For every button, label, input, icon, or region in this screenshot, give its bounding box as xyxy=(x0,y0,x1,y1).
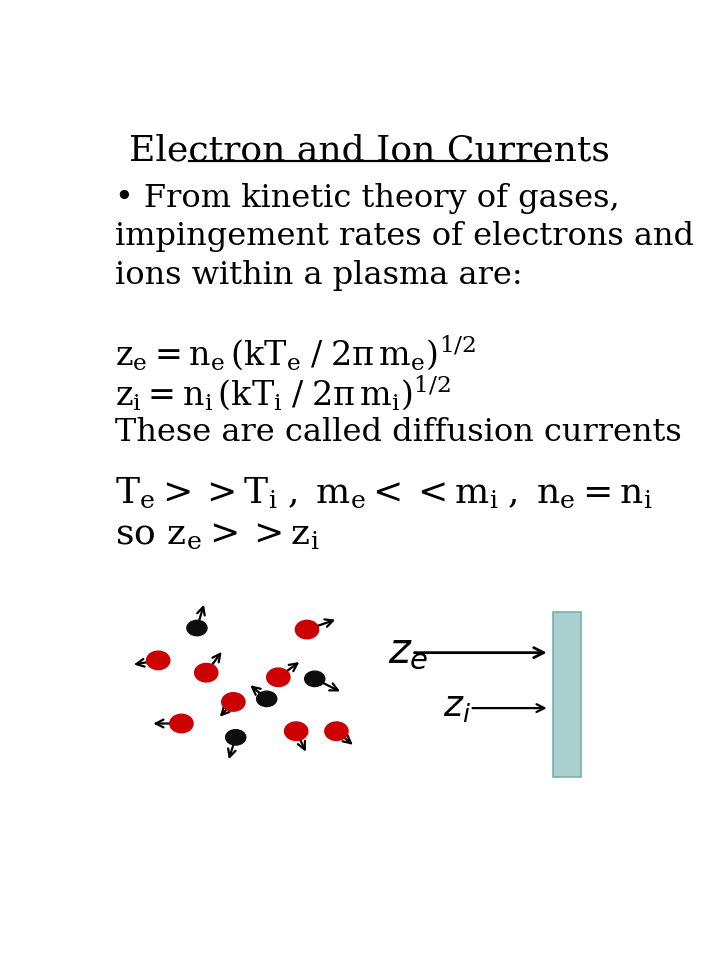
Text: $z_e$: $z_e$ xyxy=(388,630,429,672)
Ellipse shape xyxy=(187,620,207,636)
Text: $\mathregular{z_i = n_i\,(kT_i\;/\;2\pi\,m_i)^{1/2}}$: $\mathregular{z_i = n_i\,(kT_i\;/\;2\pi\… xyxy=(114,372,451,412)
Ellipse shape xyxy=(295,620,319,638)
Ellipse shape xyxy=(147,651,170,670)
Ellipse shape xyxy=(170,714,193,732)
Ellipse shape xyxy=(266,668,290,686)
Text: $\mathregular{T_e >> T_i\;,\;m_e << m_i\;,\;n_e = n_i}$: $\mathregular{T_e >> T_i\;,\;m_e << m_i\… xyxy=(114,475,653,510)
Ellipse shape xyxy=(305,671,325,686)
Ellipse shape xyxy=(225,730,246,745)
Text: • From kinetic theory of gases,: • From kinetic theory of gases, xyxy=(114,182,619,214)
Ellipse shape xyxy=(284,722,307,740)
Text: ions within a plasma are:: ions within a plasma are: xyxy=(114,260,523,291)
Text: Electron and Ion Currents: Electron and Ion Currents xyxy=(129,133,609,168)
Text: $z_i$: $z_i$ xyxy=(443,689,471,724)
Ellipse shape xyxy=(256,691,276,707)
Ellipse shape xyxy=(222,693,245,711)
Text: impingement rates of electrons and: impingement rates of electrons and xyxy=(114,222,694,252)
Ellipse shape xyxy=(194,663,218,682)
Ellipse shape xyxy=(325,722,348,740)
Text: These are called diffusion currents: These are called diffusion currents xyxy=(114,417,682,448)
Text: so $\mathregular{z_e >> z_i}$: so $\mathregular{z_e >> z_i}$ xyxy=(114,517,320,551)
Text: $\mathregular{z_e = n_e\,(kT_e\;/\;2\pi\,m_e)^{1/2}}$: $\mathregular{z_e = n_e\,(kT_e\;/\;2\pi\… xyxy=(114,333,476,372)
Bar xyxy=(553,612,580,778)
